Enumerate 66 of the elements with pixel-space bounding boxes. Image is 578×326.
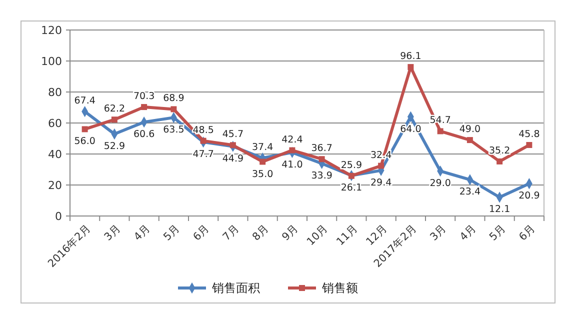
data-label: 67.4 [74, 96, 96, 107]
point [260, 158, 266, 165]
data-label: 68.9 [163, 93, 184, 104]
point [82, 126, 88, 132]
data-label: 36.7 [311, 143, 332, 154]
y-tick-label: 120 [41, 24, 62, 37]
data-label: 44.9 [222, 153, 244, 164]
point [348, 172, 354, 179]
data-label: 63.5 [163, 124, 184, 136]
point [141, 104, 148, 110]
point [111, 116, 118, 123]
data-label: 20.9 [518, 190, 540, 202]
x-tick-label: 9月 [280, 222, 301, 244]
data-label: 29.0 [430, 178, 451, 190]
y-tick-label: 40 [48, 148, 62, 161]
x-tick-label: 6月 [516, 222, 538, 244]
point [378, 162, 384, 169]
legend-label: 销售面积 [211, 281, 260, 296]
y-tick-label: 60 [48, 116, 62, 130]
data-label: 25.9 [340, 160, 362, 171]
data-label: 49.0 [459, 124, 481, 136]
x-tick-label: 3月 [102, 222, 124, 244]
data-label: 33.9 [311, 170, 332, 182]
x-tick-label: 11月 [334, 222, 360, 248]
data-label: 60.6 [133, 129, 155, 140]
x-tick-label: 8月 [250, 222, 272, 244]
data-label: 23.4 [459, 186, 481, 198]
x-tick-label: 7月 [220, 222, 242, 244]
data-label: 47.7 [192, 149, 214, 160]
x-tick-label: 6月 [191, 222, 212, 244]
x-tick-label: 3月 [428, 222, 450, 244]
data-label: 42.4 [282, 134, 303, 146]
point [408, 64, 414, 70]
x-tick-label: 5月 [487, 222, 508, 244]
x-tick-label: 4月 [458, 222, 479, 244]
x-tick-label: 5月 [161, 222, 182, 244]
y-tick-label: 20 [48, 178, 62, 192]
point [526, 142, 532, 148]
point [437, 128, 444, 134]
data-label: 45.7 [222, 129, 244, 140]
point [466, 137, 473, 144]
data-label: 26.1 [340, 182, 362, 194]
point [496, 158, 503, 164]
x-tick-label: 10月 [304, 222, 331, 248]
data-label: 35.0 [252, 168, 274, 180]
data-label: 37.4 [252, 142, 274, 154]
data-label: 45.8 [518, 129, 540, 140]
point [318, 156, 325, 162]
data-label: 56.0 [74, 136, 96, 148]
data-label: 29.4 [370, 177, 392, 188]
point [289, 147, 296, 154]
point [200, 138, 206, 144]
data-label: 70.3 [133, 91, 155, 102]
point [170, 106, 177, 112]
point [230, 142, 236, 148]
x-tick-label: 4月 [132, 222, 153, 244]
y-tick-label: 0 [55, 210, 62, 223]
data-label: 96.1 [400, 51, 422, 62]
y-tick-label: 100 [41, 54, 62, 68]
data-label: 52.9 [104, 141, 126, 152]
data-label: 12.1 [488, 204, 510, 216]
data-label: 41.0 [282, 159, 303, 170]
data-label: 35.2 [488, 145, 510, 156]
y-tick-label: 80 [48, 86, 62, 99]
legend-label: 销售额 [321, 281, 358, 296]
data-label: 62.2 [104, 104, 126, 115]
